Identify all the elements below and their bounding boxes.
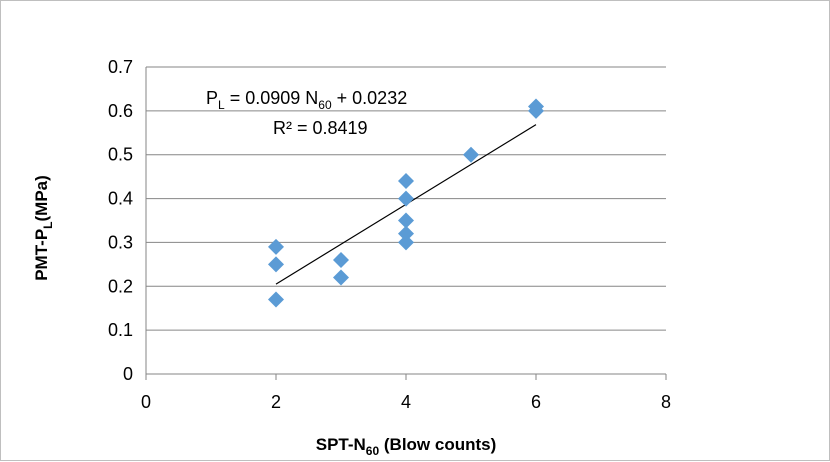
y-tick-label: 0.7 [108, 57, 133, 77]
data-point [268, 256, 284, 273]
data-points [268, 98, 544, 308]
axes [145, 67, 667, 380]
y-tick-label: 0.4 [108, 189, 133, 209]
data-point [268, 238, 284, 255]
data-point [333, 269, 349, 286]
trendline-equation: PL = 0.0909 N60 + 0.0232 [206, 88, 407, 112]
x-tick-label: 2 [271, 392, 281, 412]
x-tick-label: 8 [661, 392, 671, 412]
y-tick-label: 0.6 [108, 101, 133, 121]
y-axis-title: PMT-PL(MPa) [32, 175, 55, 281]
tick-labels: 0 0.1 0.2 0.3 0.4 0.5 0.6 0.7 0 2 4 6 8 [108, 57, 671, 412]
data-point [528, 102, 544, 119]
data-point [398, 225, 414, 242]
y-tick-label: 0.5 [108, 145, 133, 165]
x-axis-title: SPT-N60 (Blow counts) [316, 435, 497, 458]
y-tick-label: 0 [123, 364, 133, 384]
x-tick-label: 0 [141, 392, 151, 412]
y-tick-label: 0.2 [108, 276, 133, 296]
data-point [398, 212, 414, 229]
data-point [333, 251, 349, 268]
x-tick-label: 6 [531, 392, 541, 412]
x-tick-label: 4 [401, 392, 411, 412]
y-tick-label: 0.1 [108, 320, 133, 340]
data-point [268, 291, 284, 308]
data-point [398, 234, 414, 251]
y-tick-label: 0.3 [108, 232, 133, 252]
data-point [398, 173, 414, 190]
r-squared-label: R² = 0.8419 [273, 118, 368, 138]
data-point [398, 190, 414, 207]
data-point [463, 146, 479, 163]
